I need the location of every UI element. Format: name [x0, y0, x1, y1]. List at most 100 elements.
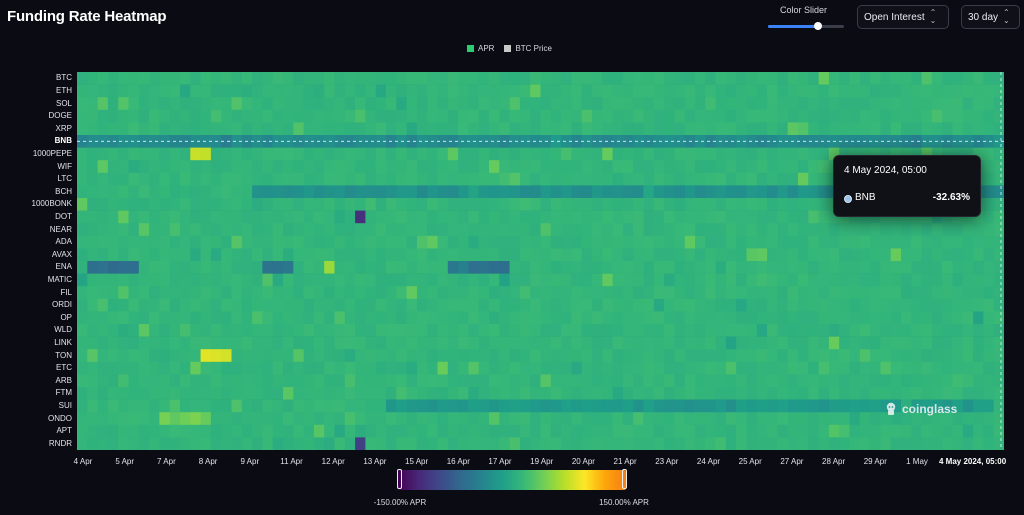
heatmap-cell[interactable]: [705, 424, 716, 438]
heatmap-cell[interactable]: [221, 437, 232, 450]
heatmap-cell[interactable]: [921, 84, 933, 98]
heatmap-cell[interactable]: [643, 324, 655, 337]
heatmap-cell[interactable]: [200, 298, 212, 312]
heatmap-cell[interactable]: [581, 286, 593, 300]
heatmap-cell[interactable]: [180, 298, 191, 312]
heatmap-cell[interactable]: [159, 286, 171, 300]
heatmap-cell[interactable]: [561, 387, 572, 400]
heatmap-cell[interactable]: [973, 361, 984, 375]
heatmap-cell[interactable]: [870, 298, 881, 312]
heatmap-cell[interactable]: [530, 298, 541, 312]
heatmap-cell[interactable]: [221, 84, 232, 98]
heatmap-cell[interactable]: [777, 248, 789, 262]
heatmap-cell[interactable]: [87, 97, 98, 111]
heatmap-cell[interactable]: [406, 248, 418, 262]
heatmap-cell[interactable]: [633, 135, 644, 148]
heatmap-cell[interactable]: [870, 311, 881, 325]
heatmap-cell[interactable]: [468, 349, 480, 363]
heatmap-cell[interactable]: [674, 324, 686, 337]
heatmap-cell[interactable]: [180, 198, 191, 211]
heatmap-cell[interactable]: [756, 235, 768, 249]
heatmap-cell[interactable]: [746, 399, 758, 413]
heatmap-cell[interactable]: [674, 273, 686, 287]
heatmap-cell[interactable]: [262, 387, 274, 400]
heatmap-cell[interactable]: [252, 374, 263, 388]
heatmap-cell[interactable]: [77, 210, 88, 224]
heatmap-cell[interactable]: [756, 160, 768, 174]
heatmap-cell[interactable]: [643, 387, 655, 400]
heatmap-cell[interactable]: [365, 311, 377, 325]
heatmap-cell[interactable]: [365, 437, 377, 450]
heatmap-cell[interactable]: [324, 336, 335, 350]
heatmap-cell[interactable]: [736, 147, 747, 161]
heatmap-cell[interactable]: [674, 361, 686, 375]
heatmap-cell[interactable]: [931, 424, 943, 438]
heatmap-cell[interactable]: [386, 261, 397, 274]
heatmap-cell[interactable]: [725, 122, 737, 136]
heatmap-cell[interactable]: [447, 97, 459, 111]
heatmap-cell[interactable]: [283, 311, 294, 325]
heatmap-cell[interactable]: [386, 399, 397, 413]
heatmap-cell[interactable]: [252, 109, 263, 123]
heatmap-cell[interactable]: [808, 437, 819, 450]
heatmap-cell[interactable]: [499, 336, 510, 350]
heatmap-cell[interactable]: [77, 97, 88, 111]
heatmap-cell[interactable]: [808, 109, 819, 123]
heatmap-cell[interactable]: [406, 223, 418, 237]
heatmap-cell[interactable]: [519, 172, 531, 186]
heatmap-cell[interactable]: [622, 160, 634, 174]
heatmap-cell[interactable]: [97, 374, 109, 388]
heatmap-cell[interactable]: [561, 286, 572, 300]
heatmap-cell[interactable]: [334, 185, 346, 199]
heatmap-cell[interactable]: [437, 311, 449, 325]
heatmap-cell[interactable]: [107, 424, 119, 438]
heatmap-cell[interactable]: [684, 97, 696, 111]
heatmap-cell[interactable]: [231, 97, 243, 111]
heatmap-cell[interactable]: [643, 336, 655, 350]
heatmap-cell[interactable]: [406, 336, 418, 350]
heatmap-cell[interactable]: [344, 336, 356, 350]
heatmap-cell[interactable]: [293, 72, 304, 85]
heatmap-cell[interactable]: [272, 437, 284, 450]
heatmap-cell[interactable]: [138, 336, 150, 350]
heatmap-cell[interactable]: [561, 424, 572, 438]
heatmap-cell[interactable]: [839, 122, 850, 136]
heatmap-cell[interactable]: [118, 72, 129, 85]
heatmap-cell[interactable]: [581, 311, 593, 325]
heatmap-cell[interactable]: [592, 185, 603, 199]
heatmap-cell[interactable]: [746, 122, 758, 136]
heatmap-cell[interactable]: [777, 97, 789, 111]
heatmap-cell[interactable]: [859, 109, 871, 123]
heatmap-cell[interactable]: [592, 437, 603, 450]
heatmap-cell[interactable]: [386, 122, 397, 136]
heatmap-cell[interactable]: [530, 424, 541, 438]
heatmap-cell[interactable]: [97, 261, 109, 274]
heatmap-cell[interactable]: [519, 273, 531, 287]
heatmap-cell[interactable]: [437, 374, 449, 388]
heatmap-cell[interactable]: [674, 172, 686, 186]
heatmap-cell[interactable]: [602, 374, 613, 388]
heatmap-cell[interactable]: [272, 424, 284, 438]
heatmap-cell[interactable]: [87, 273, 98, 287]
heatmap-cell[interactable]: [530, 235, 541, 249]
heatmap-cell[interactable]: [653, 223, 665, 237]
heatmap-cell[interactable]: [767, 399, 778, 413]
heatmap-cell[interactable]: [458, 147, 469, 161]
heatmap-cell[interactable]: [736, 109, 747, 123]
heatmap-cell[interactable]: [283, 336, 294, 350]
heatmap-cell[interactable]: [262, 185, 274, 199]
heatmap-cell[interactable]: [828, 324, 840, 337]
heatmap-cell[interactable]: [200, 122, 212, 136]
heatmap-cell[interactable]: [283, 147, 294, 161]
heatmap-cell[interactable]: [138, 97, 150, 111]
heatmap-cell[interactable]: [818, 261, 830, 274]
heatmap-cell[interactable]: [849, 223, 861, 237]
heatmap-cell[interactable]: [756, 172, 768, 186]
heatmap-cell[interactable]: [375, 147, 387, 161]
heatmap-cell[interactable]: [962, 298, 974, 312]
heatmap-cell[interactable]: [849, 374, 861, 388]
heatmap-cell[interactable]: [293, 109, 304, 123]
heatmap-cell[interactable]: [612, 437, 624, 450]
heatmap-cell[interactable]: [396, 349, 407, 363]
heatmap-cell[interactable]: [478, 248, 490, 262]
